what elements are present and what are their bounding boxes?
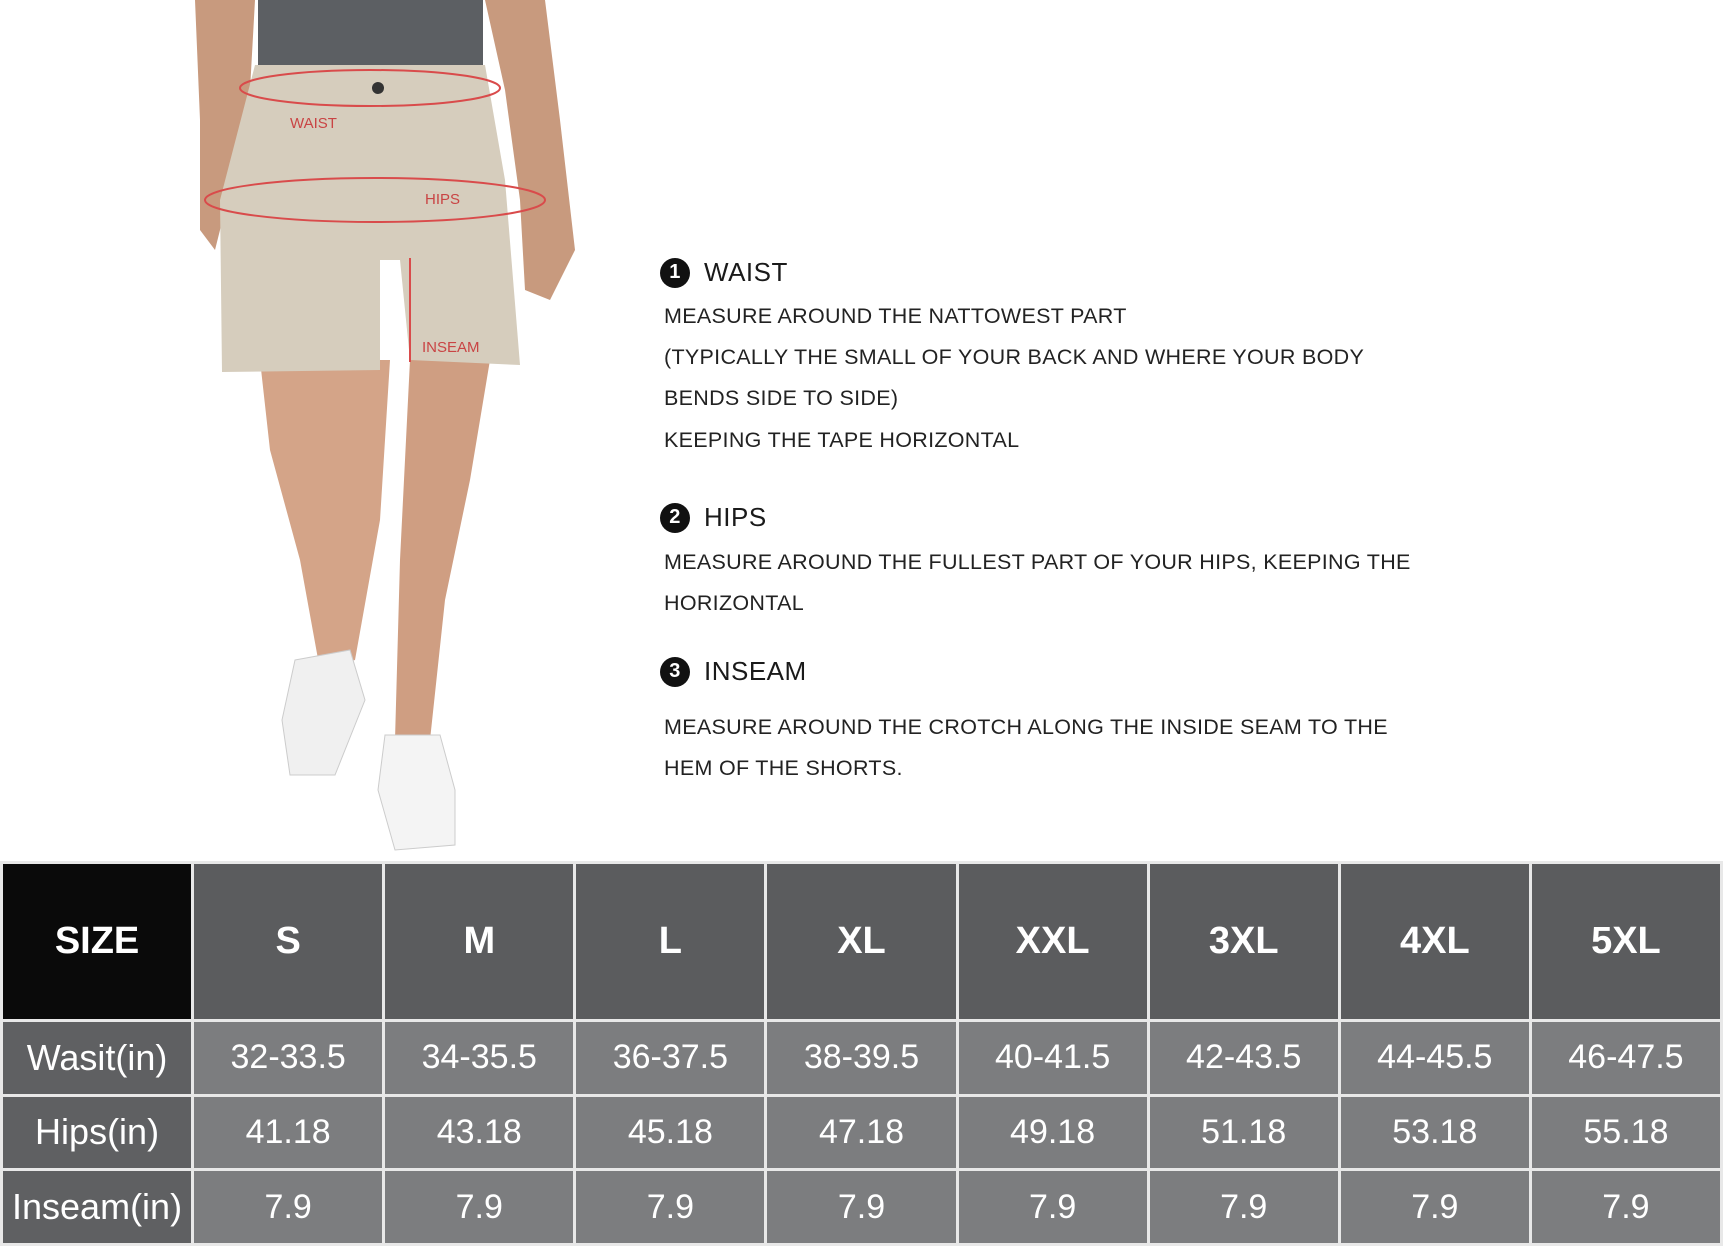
heading-text: WAIST	[704, 257, 788, 287]
heading-text: HIPS	[704, 502, 767, 532]
size-column-header: XL	[764, 861, 959, 1022]
table-cell: 42-43.5	[1146, 1018, 1341, 1097]
table-cell: 7.9	[573, 1168, 768, 1246]
size-column-header: 4XL	[1337, 861, 1532, 1022]
hips-label: HIPS	[425, 191, 460, 208]
row-label: Inseam(in)	[0, 1168, 195, 1246]
table-cell: 7.9	[382, 1168, 577, 1246]
table-cell: 46-47.5	[1528, 1018, 1723, 1097]
table-cell: 44-45.5	[1337, 1018, 1532, 1097]
button	[372, 82, 384, 94]
shorts	[220, 65, 520, 372]
heading-text: INSEAM	[704, 656, 807, 686]
table-cell: 7.9	[764, 1168, 959, 1246]
right-shoe	[377, 734, 456, 851]
hips-text-line: MEASURE AROUND THE FULLEST PART OF YOUR …	[664, 550, 1411, 574]
table-cell: 7.9	[1337, 1168, 1532, 1246]
table-cell: 51.18	[1146, 1093, 1341, 1172]
table-cell: 43.18	[382, 1093, 577, 1172]
size-column-header: 5XL	[1528, 861, 1723, 1022]
waist-measure-line	[239, 69, 501, 107]
size-column-header: XXL	[955, 861, 1150, 1022]
table-cell: 41.18	[191, 1093, 386, 1172]
table-header-row: SIZE S M L XL XXL 3XL 4XL 5XL	[0, 861, 1723, 1022]
table-cell: 7.9	[955, 1168, 1150, 1246]
table-cell: 55.18	[1528, 1093, 1723, 1172]
inseam-text-line: MEASURE AROUND THE CROTCH ALONG THE INSI…	[664, 715, 1388, 739]
row-label: Hips(in)	[0, 1093, 195, 1172]
inseam-text-line: HEM OF THE SHORTS.	[664, 756, 903, 780]
table-cell: 38-39.5	[764, 1018, 959, 1097]
number-2-icon: 2	[660, 502, 690, 533]
table-row: Inseam(in) 7.9 7.9 7.9 7.9 7.9 7.9 7.9 7.9	[0, 1168, 1723, 1246]
waist-heading: 1 WAIST	[660, 257, 788, 288]
table-row: Wasit(in) 32-33.5 34-35.5 36-37.5 38-39.5 40-…	[0, 1018, 1723, 1097]
table-row: Hips(in) 41.18 43.18 45.18 47.18 49.18 51.18 53…	[0, 1093, 1723, 1172]
size-column-header: M	[382, 861, 577, 1022]
table-cell: 7.9	[1146, 1168, 1341, 1246]
left-arm	[195, 0, 255, 250]
table-cell: 36-37.5	[573, 1018, 768, 1097]
shirt	[258, 0, 483, 75]
left-shoe	[281, 649, 366, 776]
table-cell: 34-35.5	[382, 1018, 577, 1097]
hips-heading: 2 HIPS	[660, 502, 767, 533]
model-figure: WAIST HIPS INSEAM	[195, 0, 575, 851]
table-cell: 49.18	[955, 1093, 1150, 1172]
table-cell: 47.18	[764, 1093, 959, 1172]
left-leg	[260, 360, 390, 670]
inseam-heading: 3 INSEAM	[660, 656, 807, 687]
inseam-label: INSEAM	[422, 339, 480, 356]
right-leg	[395, 360, 490, 740]
right-arm	[485, 0, 575, 300]
table-cell: 40-41.5	[955, 1018, 1150, 1097]
number-1-icon: 1	[660, 257, 690, 288]
table-cell: 7.9	[1528, 1168, 1723, 1246]
waist-text-line: KEEPING THE TAPE HORIZONTAL	[664, 428, 1020, 452]
waist-text-line: (TYPICALLY THE SMALL OF YOUR BACK AND WH…	[664, 345, 1365, 369]
hips-text-line: HORIZONTAL	[664, 591, 804, 615]
number-3-icon: 3	[660, 656, 690, 687]
waist-text-line: BENDS SIDE TO SIDE)	[664, 386, 899, 410]
waist-label: WAIST	[290, 115, 337, 132]
size-column-header: L	[573, 861, 768, 1022]
table-cell: 7.9	[191, 1168, 386, 1246]
table-cell: 45.18	[573, 1093, 768, 1172]
size-column-header: 3XL	[1146, 861, 1341, 1022]
hips-measure-line	[204, 177, 546, 223]
table-cell: 32-33.5	[191, 1018, 386, 1097]
size-chart-table: SIZE S M L XL XXL 3XL 4XL 5XL Wasit(in) 32-33.5 3…	[0, 861, 1723, 1246]
row-label: Wasit(in)	[0, 1018, 195, 1097]
table-cell: 53.18	[1337, 1093, 1532, 1172]
size-header: SIZE	[0, 861, 195, 1022]
size-column-header: S	[191, 861, 386, 1022]
waist-text-line: MEASURE AROUND THE NATTOWEST PART	[664, 304, 1127, 328]
